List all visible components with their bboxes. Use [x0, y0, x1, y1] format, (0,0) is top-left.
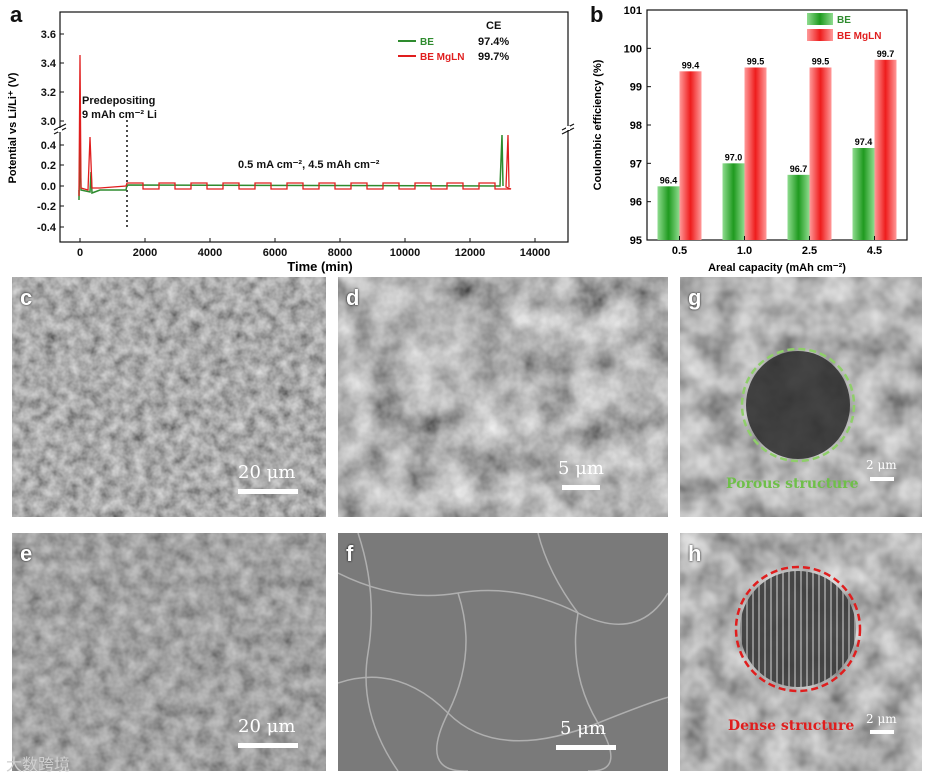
a-ytick--0.2: -0.2	[37, 201, 56, 213]
sem-e-scale-label: 20 μm	[238, 716, 296, 737]
a-ytick-3.6: 3.6	[41, 29, 56, 41]
sem-c-letter: c	[20, 285, 33, 310]
a-ytick-3.4: 3.4	[41, 58, 57, 70]
a-xtick-4000: 4000	[198, 247, 222, 259]
sem-c-scale-label: 20 μm	[238, 462, 296, 483]
b-ytick-97: 97	[630, 158, 642, 170]
sem-h-scalebar	[870, 730, 894, 734]
b-legend: BE BE MgLN	[807, 13, 881, 42]
b-bar-be-mgln-4.5	[874, 59, 897, 241]
panel-a-letter: a	[10, 2, 23, 27]
b-data-label-be-0.5: 96.4	[660, 175, 678, 185]
b-ytick-96: 96	[630, 197, 642, 209]
b-ylabel: Coulombic efficiency (%)	[592, 59, 604, 190]
a-annotation-predeposit-2: 9 mAh cm⁻² Li	[82, 109, 157, 121]
b-bar-be-mgln-0.5	[679, 71, 702, 240]
a-ytick--0.4: -0.4	[37, 222, 57, 234]
a-legend-be-mgln-ce: 99.7%	[478, 51, 509, 63]
b-bar-be-mgln-1.0	[744, 67, 767, 240]
b-data-label-be-4.5: 97.4	[855, 137, 873, 147]
sem-d-letter: d	[346, 285, 360, 310]
b-bar-be-2.5	[787, 174, 810, 240]
b-xtick-0.5: 0.5	[672, 245, 687, 257]
b-ytick-95: 95	[630, 235, 642, 247]
sem-h-letter: h	[688, 541, 702, 566]
sem-c-scalebar	[238, 489, 298, 494]
b-bar-be-1.0	[722, 163, 745, 240]
a-annotation-condition: 0.5 mA cm⁻², 4.5 mAh cm⁻²	[238, 159, 380, 171]
a-xtick-12000: 12000	[455, 247, 486, 259]
b-data-label-be-mgln-2.5: 99.5	[812, 57, 830, 67]
a-ytick-0.2: 0.2	[41, 160, 56, 172]
sem-f-letter: f	[346, 541, 354, 566]
b-data-label-be-mgln-0.5: 99.4	[682, 60, 700, 70]
sem-h-caption: Dense structure	[728, 718, 855, 734]
sem-g-highlight-circle	[740, 347, 856, 463]
sem-h-scale-label: 2 μm	[866, 712, 897, 726]
b-bar-be-mgln-2.5	[809, 67, 832, 240]
a-ylabel: Potential vs Li/Li⁺ (V)	[7, 72, 19, 183]
sem-g-scalebar	[870, 477, 894, 481]
b-ytick-98: 98	[630, 120, 642, 132]
a-xtick-8000: 8000	[328, 247, 352, 259]
a-xtick-0: 0	[77, 247, 83, 259]
panel-b-chart: 95 96 97 98 99 100 101 96.4 99.4 97.0 99.5 96.7 99.…	[592, 5, 908, 274]
a-annotation-predeposit-1: Predepositing	[82, 95, 155, 107]
a-ytick-3.0: 3.0	[41, 116, 56, 128]
b-legend-be-mgln: BE MgLN	[837, 31, 881, 42]
sem-image-d	[338, 277, 668, 517]
b-data-label-be-mgln-1.0: 99.5	[747, 57, 765, 67]
b-data-label-be-1.0: 97.0	[725, 152, 743, 162]
panel-b-letter: b	[590, 2, 604, 27]
sem-g-caption: Porous structure	[726, 476, 859, 492]
a-legend: BE 97.4% BE MgLN 99.7%	[398, 36, 509, 63]
a-ytick-0.4: 0.4	[41, 140, 57, 152]
a-ce-header: CE	[486, 20, 501, 32]
sem-e-scalebar	[238, 743, 298, 748]
b-xtick-2.5: 2.5	[802, 245, 817, 257]
sem-h-highlight-circle	[734, 565, 862, 693]
a-legend-be-ce: 97.4%	[478, 36, 509, 48]
a-legend-be: BE	[420, 37, 434, 48]
sem-image-h	[680, 533, 922, 771]
sem-image-f	[338, 533, 668, 771]
sem-image-e	[12, 533, 326, 771]
sem-e-letter: e	[20, 541, 33, 566]
sem-d-scalebar	[562, 485, 600, 490]
sem-f-scale-label: 5 μm	[560, 718, 606, 739]
b-ytick-100: 100	[624, 43, 642, 55]
panel-a-chart: 3.0 3.2 3.4 3.6 0.4 0.2 0.0 -0.2 -0.4 0 …	[7, 11, 575, 274]
a-xtick-2000: 2000	[133, 247, 157, 259]
b-xtick-4.5: 4.5	[867, 245, 882, 257]
a-xtick-10000: 10000	[390, 247, 421, 259]
a-ytick-0.0: 0.0	[41, 181, 56, 193]
a-xtick-14000: 14000	[520, 247, 551, 259]
b-bar-be-4.5	[852, 148, 875, 240]
b-xlabel: Areal capacity (mAh cm⁻²)	[708, 262, 846, 274]
b-data-label-be-2.5: 96.7	[790, 164, 808, 174]
sem-f-scalebar	[556, 745, 616, 750]
b-legend-be: BE	[837, 15, 851, 26]
b-bar-be-0.5	[657, 186, 680, 240]
a-legend-be-mgln: BE MgLN	[420, 52, 464, 63]
a-xlabel: Time (min)	[287, 259, 353, 274]
a-series-be-mgln	[78, 54, 512, 196]
sem-d-scale-label: 5 μm	[558, 458, 604, 479]
a-ytick-3.2: 3.2	[41, 87, 56, 99]
b-xtick-1.0: 1.0	[737, 245, 752, 257]
b-ytick-101: 101	[624, 5, 642, 17]
a-xtick-6000: 6000	[263, 247, 287, 259]
sem-g-letter: g	[688, 285, 702, 310]
watermark-text: 大数跨境	[6, 757, 71, 774]
sem-image-c	[12, 277, 326, 517]
sem-g-scale-label: 2 μm	[866, 458, 897, 472]
b-ytick-99: 99	[630, 82, 642, 94]
b-data-label-be-mgln-4.5: 99.7	[877, 49, 895, 59]
